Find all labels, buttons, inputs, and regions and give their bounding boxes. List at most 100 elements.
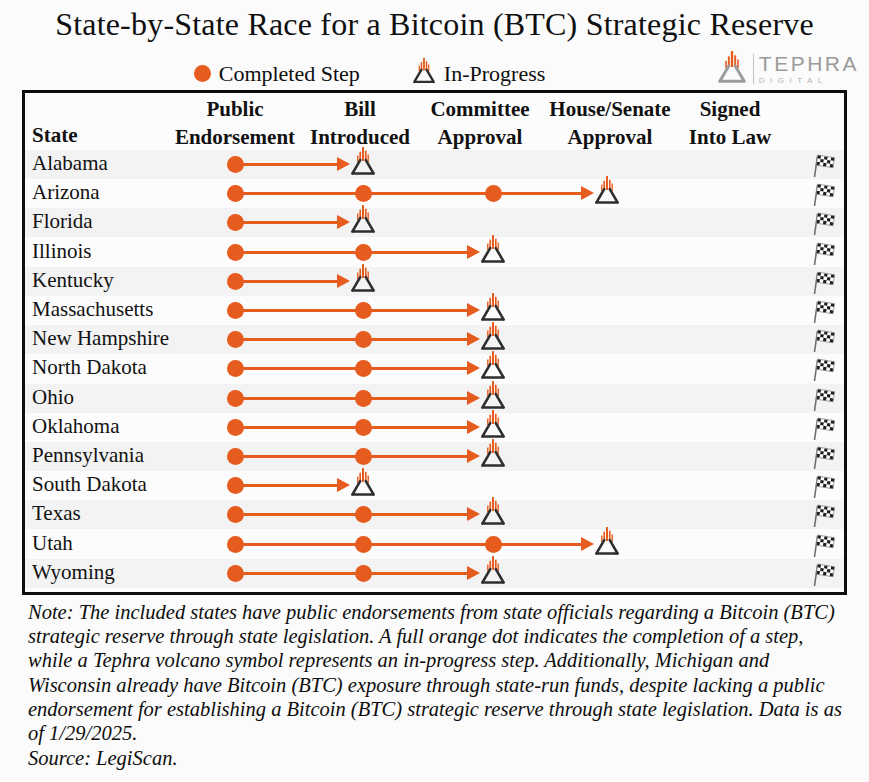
state-label: Kentucky <box>32 268 114 293</box>
source-text: Source: LegiScan. <box>28 746 842 770</box>
arrowhead-icon <box>467 566 480 580</box>
state-row: Massachusetts <box>25 296 844 325</box>
finish-flag <box>811 152 835 182</box>
arrowhead-icon <box>467 420 480 434</box>
progress-line <box>235 221 345 224</box>
completed-dot-icon <box>355 244 372 261</box>
finish-flag <box>811 532 835 562</box>
legend-in-progress-label: In-Progress <box>444 61 545 87</box>
logo-subtitle: DIGITAL <box>759 77 859 85</box>
volcano-icon <box>412 57 436 84</box>
volcano-icon <box>480 438 506 468</box>
page-title: State-by-State Race for a Bitcoin (BTC) … <box>0 6 869 43</box>
volcano-icon <box>350 146 376 176</box>
arrowhead-icon <box>467 245 480 259</box>
progress-line <box>235 280 345 283</box>
finish-flag <box>811 386 835 416</box>
legend-completed-label: Completed Step <box>219 61 360 87</box>
checkered-flag-icon <box>811 356 835 382</box>
volcano-icon <box>480 321 506 351</box>
volcano-icon <box>716 50 748 84</box>
finish-flag <box>811 210 835 240</box>
volcano-icon <box>594 526 620 556</box>
finish-flag <box>811 473 835 503</box>
finish-flag <box>811 444 835 474</box>
state-label: Wyoming <box>32 560 115 585</box>
state-row: Texas <box>25 500 844 529</box>
notes-block: Note: The included states have public en… <box>28 600 842 770</box>
state-label: South Dakota <box>32 472 147 497</box>
completed-dot-icon <box>355 448 372 465</box>
completed-dot-icon <box>227 360 244 377</box>
state-row: North Dakota <box>25 354 844 383</box>
volcano-icon <box>480 496 506 526</box>
completed-dot-icon <box>227 302 244 319</box>
checkered-flag-icon <box>811 444 835 470</box>
completed-dot-icon <box>485 536 502 553</box>
state-label: Utah <box>32 531 73 556</box>
completed-dot-icon <box>227 244 244 261</box>
legend-item-in-progress: In-Progress <box>412 57 545 90</box>
completed-dot-icon <box>355 565 372 582</box>
column-header-signed-into-law: Signed Into Law <box>642 95 818 151</box>
checkered-flag-icon <box>811 210 835 236</box>
state-row: Alabama <box>25 150 844 179</box>
state-label: Pennsylvania <box>32 443 144 468</box>
completed-dot-icon <box>355 536 372 553</box>
volcano-icon <box>412 57 436 90</box>
completed-dot-icon <box>194 65 211 82</box>
volcano-icon <box>350 204 376 234</box>
state-label: Alabama <box>32 151 108 176</box>
checkered-flag-icon <box>811 298 835 324</box>
completed-dot-icon <box>227 156 244 173</box>
finish-flag <box>811 181 835 211</box>
logo-text: TEPHRA DIGITAL <box>759 53 859 85</box>
note-text: Note: The included states have public en… <box>28 600 842 745</box>
state-label: North Dakota <box>32 355 147 380</box>
volcano-icon <box>480 350 506 380</box>
checkered-flag-icon <box>811 473 835 499</box>
tephra-digital-logo: TEPHRA DIGITAL <box>716 50 859 88</box>
arrowhead-icon <box>467 449 480 463</box>
state-label: Florida <box>32 209 93 234</box>
state-label: Massachusetts <box>32 297 153 322</box>
state-row: Pennsylvania <box>25 442 844 471</box>
finish-flag <box>811 240 835 270</box>
finish-flag <box>811 502 835 532</box>
volcano-icon <box>480 292 506 322</box>
state-row: New Hampshire <box>25 325 844 354</box>
progress-line <box>235 192 589 195</box>
state-row: Florida <box>25 208 844 237</box>
column-header-state: State <box>32 123 78 148</box>
completed-dot-icon <box>227 477 244 494</box>
completed-dot-icon <box>355 185 372 202</box>
finish-flag <box>811 298 835 328</box>
state-label: Oklahoma <box>32 414 119 439</box>
checkered-flag-icon <box>811 386 835 412</box>
finish-flag <box>811 561 835 591</box>
state-label: Texas <box>32 501 81 526</box>
progress-line <box>235 163 345 166</box>
volcano-icon <box>350 263 376 293</box>
completed-dot-icon <box>227 331 244 348</box>
checkered-flag-icon <box>811 269 835 295</box>
logo-divider <box>753 54 754 84</box>
completed-dot-icon <box>227 565 244 582</box>
completed-dot-icon <box>355 331 372 348</box>
checkered-flag-icon <box>811 561 835 587</box>
progress-table: State Public Endorsement Bill Introduced… <box>22 90 847 595</box>
infographic-page: State-by-State Race for a Bitcoin (BTC) … <box>0 0 869 782</box>
legend-item-completed: Completed Step <box>194 57 360 90</box>
logo-name: TEPHRA <box>759 53 859 74</box>
completed-dot-icon <box>355 302 372 319</box>
state-label: New Hampshire <box>32 326 169 351</box>
completed-dot-icon <box>355 360 372 377</box>
state-row: Oklahoma <box>25 413 844 442</box>
state-row: Utah <box>25 530 844 559</box>
checkered-flag-icon <box>811 152 835 178</box>
volcano-icon <box>480 409 506 439</box>
arrowhead-icon <box>337 157 350 171</box>
arrowhead-icon <box>467 332 480 346</box>
completed-dot-icon <box>227 536 244 553</box>
completed-dot-icon <box>227 214 244 231</box>
